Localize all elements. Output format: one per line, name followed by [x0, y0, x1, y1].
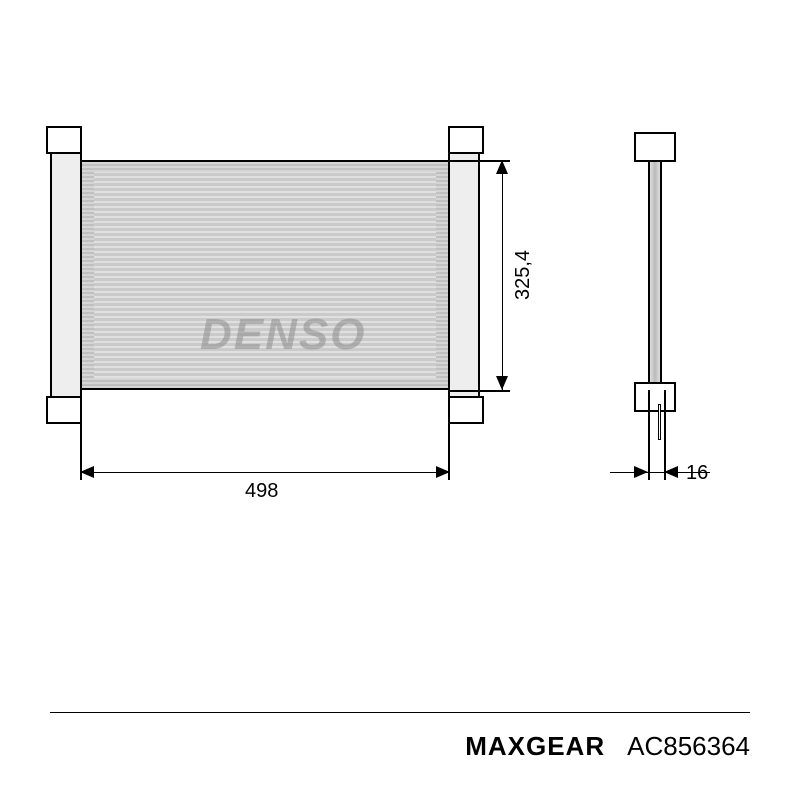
profile-mount-tab-bottom	[634, 382, 676, 412]
dimension-line-width	[80, 472, 450, 473]
profile-mount-tab-top	[634, 132, 676, 162]
extension-line	[648, 390, 650, 480]
mount-tab-top-left	[46, 126, 82, 154]
radiator-core	[80, 160, 450, 390]
arrow-left-icon	[664, 466, 678, 478]
dimension-line-height	[502, 160, 503, 390]
profile-body	[648, 160, 662, 390]
arrow-right-icon	[436, 466, 450, 478]
dimension-height-label: 325,4	[512, 250, 535, 300]
arrow-right-icon	[634, 466, 648, 478]
radiator-fins	[94, 172, 436, 378]
radiator-left-tank	[50, 150, 82, 400]
mount-tab-bottom-left	[46, 396, 82, 424]
radiator-front-view: DENSO	[50, 120, 480, 430]
extension-line	[450, 390, 510, 392]
arrow-left-icon	[80, 466, 94, 478]
footer-bar: MAXGEAR AC856364	[50, 712, 750, 762]
profile-outlet-tube	[658, 404, 661, 440]
mount-tab-top-right	[448, 126, 484, 154]
radiator-right-tank	[448, 150, 480, 400]
mount-tab-bottom-right	[448, 396, 484, 424]
arrow-up-icon	[496, 160, 508, 174]
dimension-width-label: 498	[245, 480, 278, 503]
brand-label: MAXGEAR	[465, 731, 605, 762]
arrow-down-icon	[496, 376, 508, 390]
part-number-label: AC856364	[627, 731, 750, 762]
radiator-side-profile	[630, 120, 690, 440]
technical-diagram: DENSO 325,4 498 16	[50, 80, 750, 580]
dimension-depth-label: 16	[686, 462, 708, 485]
